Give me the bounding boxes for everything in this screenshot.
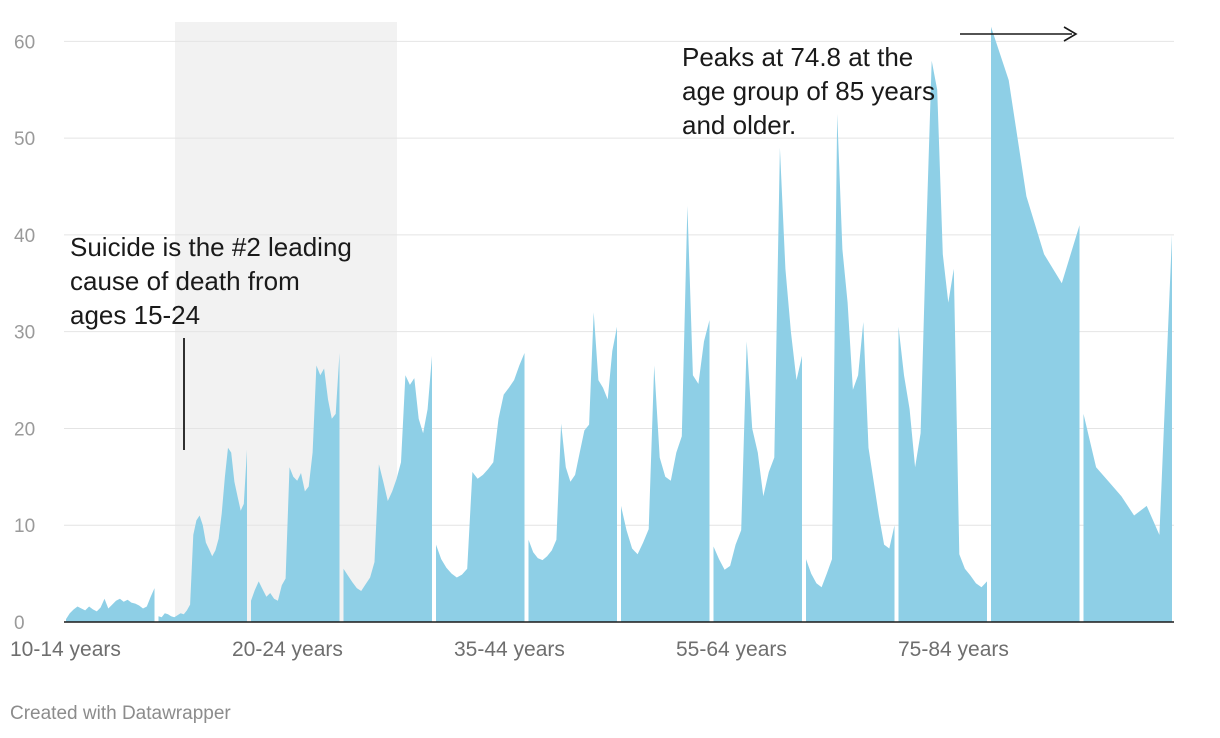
y-tick-label: 30 xyxy=(14,323,35,344)
annotation-right-arrow-head xyxy=(1063,26,1078,42)
x-axis: 10-14 years 20-24 years 35-44 years 55-64 y… xyxy=(10,638,1009,661)
area-series xyxy=(66,26,1172,623)
y-tick-label: 60 xyxy=(14,32,35,53)
credit-text: Created with Datawrapper xyxy=(10,703,231,724)
annotation-left-line-1: Suicide is the #2 leading xyxy=(70,232,352,262)
area-segment xyxy=(621,205,710,622)
y-tick-label: 20 xyxy=(14,419,35,440)
area-segment xyxy=(898,60,987,622)
area-segment xyxy=(713,147,802,623)
x-tick-label: 55-64 years xyxy=(676,638,787,661)
area-segment xyxy=(1083,234,1172,622)
area-segment xyxy=(251,353,340,622)
annotation-right-line-2: age group of 85 years xyxy=(682,76,935,106)
area-segment xyxy=(806,113,895,623)
annotation-left-line-3: ages 15-24 xyxy=(70,300,200,330)
annotation-right-line-3: and older. xyxy=(682,110,796,140)
y-tick-label: 10 xyxy=(14,516,35,537)
x-tick-label: 35-44 years xyxy=(454,638,565,661)
area-segment xyxy=(436,353,525,622)
area-segment xyxy=(343,355,432,622)
y-tick-label: 50 xyxy=(14,129,35,150)
x-tick-label: 20-24 years xyxy=(232,638,343,661)
area-segment xyxy=(66,588,155,622)
area-segment xyxy=(991,26,1080,623)
annotation-left-line-2: cause of death from xyxy=(70,266,300,296)
y-tick-label: 40 xyxy=(14,226,35,247)
annotation-right: Peaks at 74.8 at the age group of 85 yea… xyxy=(682,26,1078,140)
y-axis: 0 10 20 30 40 50 60 xyxy=(14,32,35,634)
area-segment xyxy=(158,447,247,622)
highlight-band xyxy=(175,22,397,622)
annotation-right-line-1: Peaks at 74.8 at the xyxy=(682,42,913,72)
x-tick-label: 10-14 years xyxy=(10,638,121,661)
area-segment xyxy=(528,312,617,622)
x-tick-label: 75-84 years xyxy=(898,638,1009,661)
annotation-left: Suicide is the #2 leading cause of death… xyxy=(70,232,352,450)
gridlines xyxy=(64,40,1174,526)
y-tick-label: 0 xyxy=(14,613,25,634)
